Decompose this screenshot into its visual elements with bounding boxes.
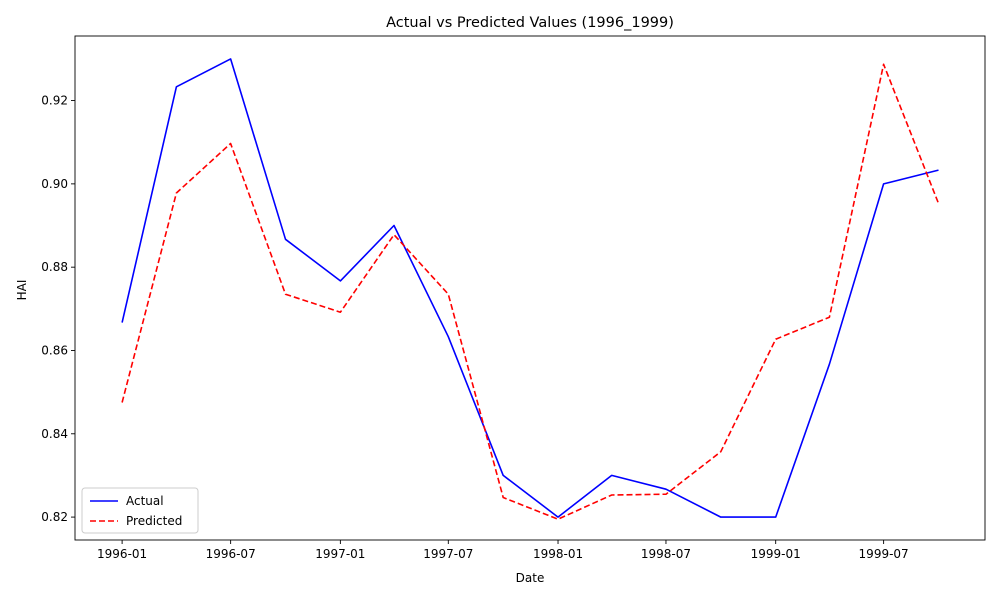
- x-tick-label: 1997-01: [315, 547, 365, 561]
- x-tick-label: 1997-07: [423, 547, 473, 561]
- x-tick-label: 1996-07: [206, 547, 256, 561]
- y-tick-label: 0.92: [41, 94, 68, 108]
- y-axis: 0.82 0.84 0.86 0.88 0.90 0.92: [41, 94, 75, 524]
- legend-label-predicted: Predicted: [126, 514, 182, 528]
- y-tick-label: 0.88: [41, 260, 68, 274]
- y-tick-label: 0.82: [41, 510, 68, 524]
- series-line-actual: [121, 58, 939, 518]
- chart-title: Actual vs Predicted Values (1996_1999): [386, 15, 674, 31]
- legend-label-actual: Actual: [126, 494, 164, 508]
- plot-area: [74, 35, 986, 541]
- series-line-predicted: [121, 63, 940, 521]
- x-axis-label: Date: [516, 571, 545, 585]
- x-axis: 1996-01 1996-07 1997-01 1997-07 1998-01 1998-…: [97, 540, 909, 561]
- x-tick-label: 1999-01: [751, 547, 801, 561]
- y-axis-label: HAI: [15, 280, 29, 301]
- x-tick-label: 1998-01: [533, 547, 583, 561]
- series-layer: [121, 58, 940, 521]
- x-tick-label: 1998-07: [641, 547, 691, 561]
- x-tick-label: 1996-01: [97, 547, 147, 561]
- legend: Actual Predicted: [81, 487, 199, 534]
- y-tick-label: 0.86: [41, 343, 68, 357]
- x-tick-label: 1999-07: [859, 547, 909, 561]
- y-tick-label: 0.84: [41, 427, 68, 441]
- plot-frame: [74, 35, 986, 541]
- y-tick-label: 0.90: [41, 177, 68, 191]
